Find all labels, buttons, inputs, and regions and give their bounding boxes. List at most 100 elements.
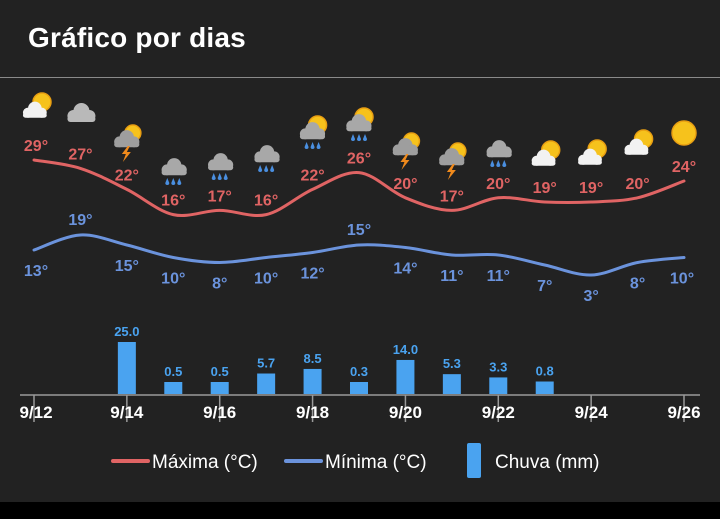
sun-cloud-icon: [624, 129, 654, 155]
cloud-part: [161, 169, 187, 176]
max-temp-label: 22°: [115, 167, 139, 184]
legend-rain-swatch: [467, 443, 481, 478]
min-temp-label: 10°: [254, 271, 278, 288]
rain-value-label: 0.8: [536, 364, 554, 379]
cloud-part: [114, 141, 140, 148]
min-temp-label: 10°: [161, 271, 185, 288]
min-temp-label: 11°: [440, 268, 463, 285]
x-tick-label: 9/22: [482, 403, 515, 422]
rain-icon: [486, 140, 512, 167]
storm-icon: [392, 132, 421, 170]
rain-drop: [258, 165, 263, 172]
min-temp-label: 3°: [583, 288, 598, 305]
cloud-part: [392, 149, 418, 156]
cloud-part: [531, 160, 556, 166]
sun-cloud-icon: [578, 139, 607, 165]
rain-drop: [177, 178, 182, 185]
rain-icon: [161, 158, 187, 185]
cloud-part: [346, 125, 372, 132]
sun-disc: [671, 120, 697, 146]
rain-icon: [254, 145, 280, 172]
min-temp-label: 19°: [68, 212, 92, 229]
min-temp-label: 8°: [212, 276, 227, 293]
rain-drop: [490, 160, 495, 167]
max-temp-label: 17°: [440, 188, 464, 205]
rain-bar: [350, 382, 368, 394]
rain-bar: [117, 342, 136, 394]
sun-icon: [671, 120, 697, 146]
lightning-bolt: [121, 146, 131, 162]
x-tick-label: 9/16: [203, 403, 236, 422]
rain-value-label: 0.5: [211, 364, 229, 379]
page-title: Gráfico por dias: [28, 22, 246, 53]
rain-bar: [257, 373, 276, 394]
rain-value-label: 3.3: [489, 359, 507, 374]
rain-value-label: 0.5: [164, 364, 182, 379]
rain-drop: [270, 165, 275, 172]
rain-drop: [351, 134, 355, 141]
rain-bar: [535, 381, 554, 394]
rain-value-label: 5.7: [257, 356, 275, 371]
x-tick-label: 9/12: [19, 403, 52, 422]
rain-drop: [304, 142, 309, 149]
min-temp-label: 15°: [115, 258, 139, 275]
legend-rain-label: Chuva (mm): [495, 452, 600, 473]
cloud-part: [254, 156, 280, 163]
max-temp-label: 20°: [393, 176, 417, 193]
rain-drop: [171, 178, 176, 185]
cloud-icon: [67, 103, 96, 122]
rain-drop: [502, 160, 507, 167]
min-temp-label: 12°: [300, 266, 324, 283]
max-temp-label: 17°: [208, 188, 232, 205]
x-tick-label: 9/14: [110, 403, 144, 422]
min-temp-label: 13°: [24, 263, 48, 280]
x-tick-label: 9/24: [575, 403, 609, 422]
max-temp-label: 19°: [579, 180, 603, 197]
sun-rain-icon: [346, 107, 374, 141]
rain-icon: [208, 153, 234, 180]
rain-drop: [223, 173, 228, 180]
cloud-part: [624, 149, 649, 155]
max-temp-label: 27°: [68, 146, 92, 163]
max-temp-label: 22°: [300, 167, 324, 184]
min-temp-line: [32, 233, 686, 277]
rain-drop: [496, 160, 501, 167]
lightning-bolt: [400, 154, 410, 170]
rain-value-label: 5.3: [443, 356, 461, 371]
rain-bar: [396, 359, 415, 394]
sun-cloud-icon: [22, 92, 52, 118]
legend-min-label: Mínima (°C): [325, 452, 427, 473]
rain-drop: [165, 178, 170, 185]
max-temp-label: 19°: [533, 180, 557, 197]
cloud-part: [578, 159, 602, 165]
min-temp-label: 10°: [670, 271, 694, 288]
cloud-part: [486, 151, 512, 158]
rain-drop: [357, 134, 361, 141]
min-temp-label: 15°: [347, 222, 371, 239]
max-temp-label: 16°: [161, 193, 185, 210]
rain-drop: [217, 173, 222, 180]
max-temp-line: [32, 158, 686, 217]
rain-drop: [310, 142, 315, 149]
rain-drop: [211, 173, 216, 180]
min-temp-label: 7°: [537, 278, 552, 295]
rain-bar: [489, 377, 508, 394]
storm-icon: [439, 142, 467, 180]
max-temp-label: 29°: [24, 138, 48, 155]
rain-drop: [363, 134, 367, 141]
min-temp-label: 8°: [630, 276, 645, 293]
lightning-bolt: [446, 164, 456, 180]
max-temp-label: 20°: [625, 176, 649, 193]
max-temp-label: 16°: [254, 193, 278, 210]
x-tick-label: 9/18: [296, 403, 329, 422]
cloud-part: [299, 133, 326, 140]
rain-value-label: 8.5: [304, 351, 322, 366]
rain-bar: [210, 382, 229, 394]
min-temp-label: 11°: [487, 268, 510, 285]
storm-icon: [114, 124, 142, 162]
sun-rain-icon: [299, 115, 328, 149]
cloud-part: [22, 112, 47, 118]
sun-cloud-icon: [531, 140, 561, 166]
rain-bar: [303, 368, 322, 394]
